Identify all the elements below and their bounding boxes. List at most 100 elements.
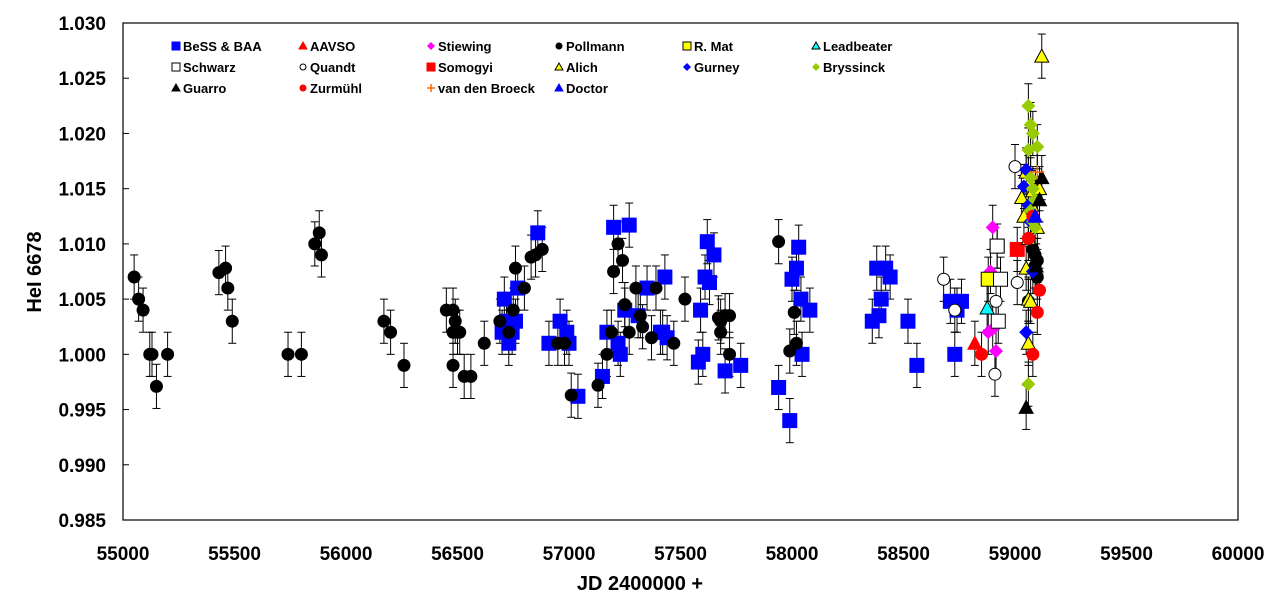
- y-axis-title: HeI 6678: [24, 231, 46, 312]
- data-markers: [127, 48, 1050, 429]
- x-tick-label: 58000: [766, 544, 819, 565]
- x-tick-label: 59500: [1100, 544, 1153, 565]
- point-pollmann: [294, 347, 308, 361]
- point-guarro: [1031, 191, 1048, 207]
- point-pollmann: [616, 253, 630, 267]
- point-bess-baa: [900, 313, 916, 329]
- y-tick-label: 1.015: [58, 180, 106, 201]
- point-bryssinck: [1028, 220, 1043, 235]
- point-leadbeater: [979, 299, 995, 315]
- point-pollmann: [397, 358, 411, 372]
- legend: BeSS & BAA AAVSO Stiewing Pollmann R. Mat Lea…: [171, 39, 892, 96]
- point-bess-baa: [701, 275, 717, 291]
- legend-marker-bess-baa: [171, 41, 181, 51]
- legend-marker-somogyi: [426, 62, 436, 72]
- legend-label-guarro: Guarro: [183, 81, 226, 96]
- point-bess-baa: [621, 217, 637, 233]
- legend-label-quandt: Quandt: [310, 60, 356, 75]
- point-pollmann: [678, 292, 692, 306]
- point-pollmann: [308, 237, 322, 251]
- legend-marker-van-den-broeck: [427, 84, 435, 92]
- point-pollmann: [558, 336, 572, 350]
- point-quandt: [937, 272, 951, 286]
- point-pollmann: [219, 261, 233, 275]
- y-tick-label: 0.995: [58, 401, 106, 422]
- x-tick-label: 57500: [654, 544, 707, 565]
- legend-marker-guarro: [171, 82, 181, 92]
- point-pollmann: [477, 336, 491, 350]
- x-tick-label: 55500: [208, 544, 261, 565]
- point-alich: [1022, 293, 1039, 308]
- legend-label-pollmann: Pollmann: [566, 39, 625, 54]
- legend-label-alich: Alich: [566, 60, 598, 75]
- legend-marker-bryssinck: [812, 63, 820, 71]
- point-bess-baa: [882, 269, 898, 285]
- point-pollmann: [636, 320, 650, 334]
- point-pollmann: [517, 281, 531, 295]
- point-quandt: [1008, 160, 1022, 174]
- point-pollmann: [600, 347, 614, 361]
- point-pollmann: [384, 325, 398, 339]
- point-van-den-broeck: [1030, 165, 1045, 180]
- legend-marker-r-mat: [682, 41, 692, 51]
- point-bess-baa: [947, 346, 963, 362]
- point-alich: [1013, 189, 1030, 205]
- point-gurney: [1016, 179, 1031, 194]
- legend-item-quandt: Quandt: [299, 60, 356, 75]
- legend-label-bess-baa: BeSS & BAA: [183, 39, 262, 54]
- point-stiewing: [985, 220, 1000, 235]
- x-axis-title: JD 2400000 +: [577, 573, 703, 595]
- point-zurm-hl: [1030, 305, 1044, 319]
- legend-item-guarro: Guarro: [171, 81, 226, 96]
- legend-label-bryssinck: Bryssinck: [823, 60, 886, 75]
- point-pollmann: [221, 281, 235, 295]
- point-pollmann: [633, 309, 647, 323]
- legend-item-aavso: AAVSO: [298, 39, 355, 54]
- point-quandt: [989, 294, 1003, 308]
- point-bess-baa: [873, 291, 889, 307]
- legend-item-zurm-hl: Zurmühl: [299, 81, 362, 96]
- point-schwarz: [989, 238, 1005, 254]
- point-pollmann: [789, 336, 803, 350]
- point-alich: [1020, 335, 1037, 350]
- point-pollmann: [591, 378, 605, 392]
- y-tick-label: 0.990: [58, 456, 106, 477]
- legend-marker-zurm-hl: [299, 84, 307, 92]
- point-quandt: [988, 367, 1002, 381]
- point-bryssinck: [1021, 377, 1036, 392]
- point-quandt: [948, 303, 962, 317]
- point-bess-baa: [699, 234, 715, 250]
- point-pollmann: [136, 303, 150, 317]
- legend-marker-leadbeater: [811, 40, 821, 50]
- point-pollmann: [611, 237, 625, 251]
- point-pollmann: [667, 336, 681, 350]
- x-tick-label: 60000: [1212, 544, 1265, 565]
- point-alich: [1033, 48, 1050, 63]
- y-tick-label: 1.030: [58, 14, 106, 35]
- legend-label-gurney: Gurney: [694, 60, 740, 75]
- point-bess-baa: [717, 363, 733, 379]
- point-pollmann: [787, 305, 801, 319]
- legend-label-aavso: AAVSO: [310, 39, 355, 54]
- point-pollmann: [629, 281, 643, 295]
- legend-item-doctor: Doctor: [554, 81, 608, 96]
- point-bess-baa: [788, 260, 804, 276]
- point-bess-baa: [612, 346, 628, 362]
- point-guarro: [1028, 257, 1045, 273]
- point-pollmann: [723, 347, 737, 361]
- y-axis: 0.985 0.990 0.995 1.000 1.005 1.010 1.015 1.020…: [58, 14, 129, 532]
- point-pollmann: [127, 270, 141, 284]
- legend-item-leadbeater: Leadbeater: [811, 39, 892, 54]
- point-pollmann: [446, 358, 460, 372]
- y-tick-label: 1.010: [58, 235, 106, 256]
- point-bryssinck: [1025, 126, 1040, 141]
- point-pollmann: [506, 303, 520, 317]
- point-bess-baa: [909, 357, 925, 373]
- legend-item-bryssinck: Bryssinck: [812, 60, 886, 75]
- point-pollmann: [314, 248, 328, 262]
- legend-item-somogyi: Somogyi: [426, 60, 493, 75]
- point-bess-baa: [657, 269, 673, 285]
- point-bess-baa: [802, 302, 818, 318]
- point-bryssinck: [1025, 181, 1040, 196]
- point-zurm-hl: [1021, 231, 1035, 245]
